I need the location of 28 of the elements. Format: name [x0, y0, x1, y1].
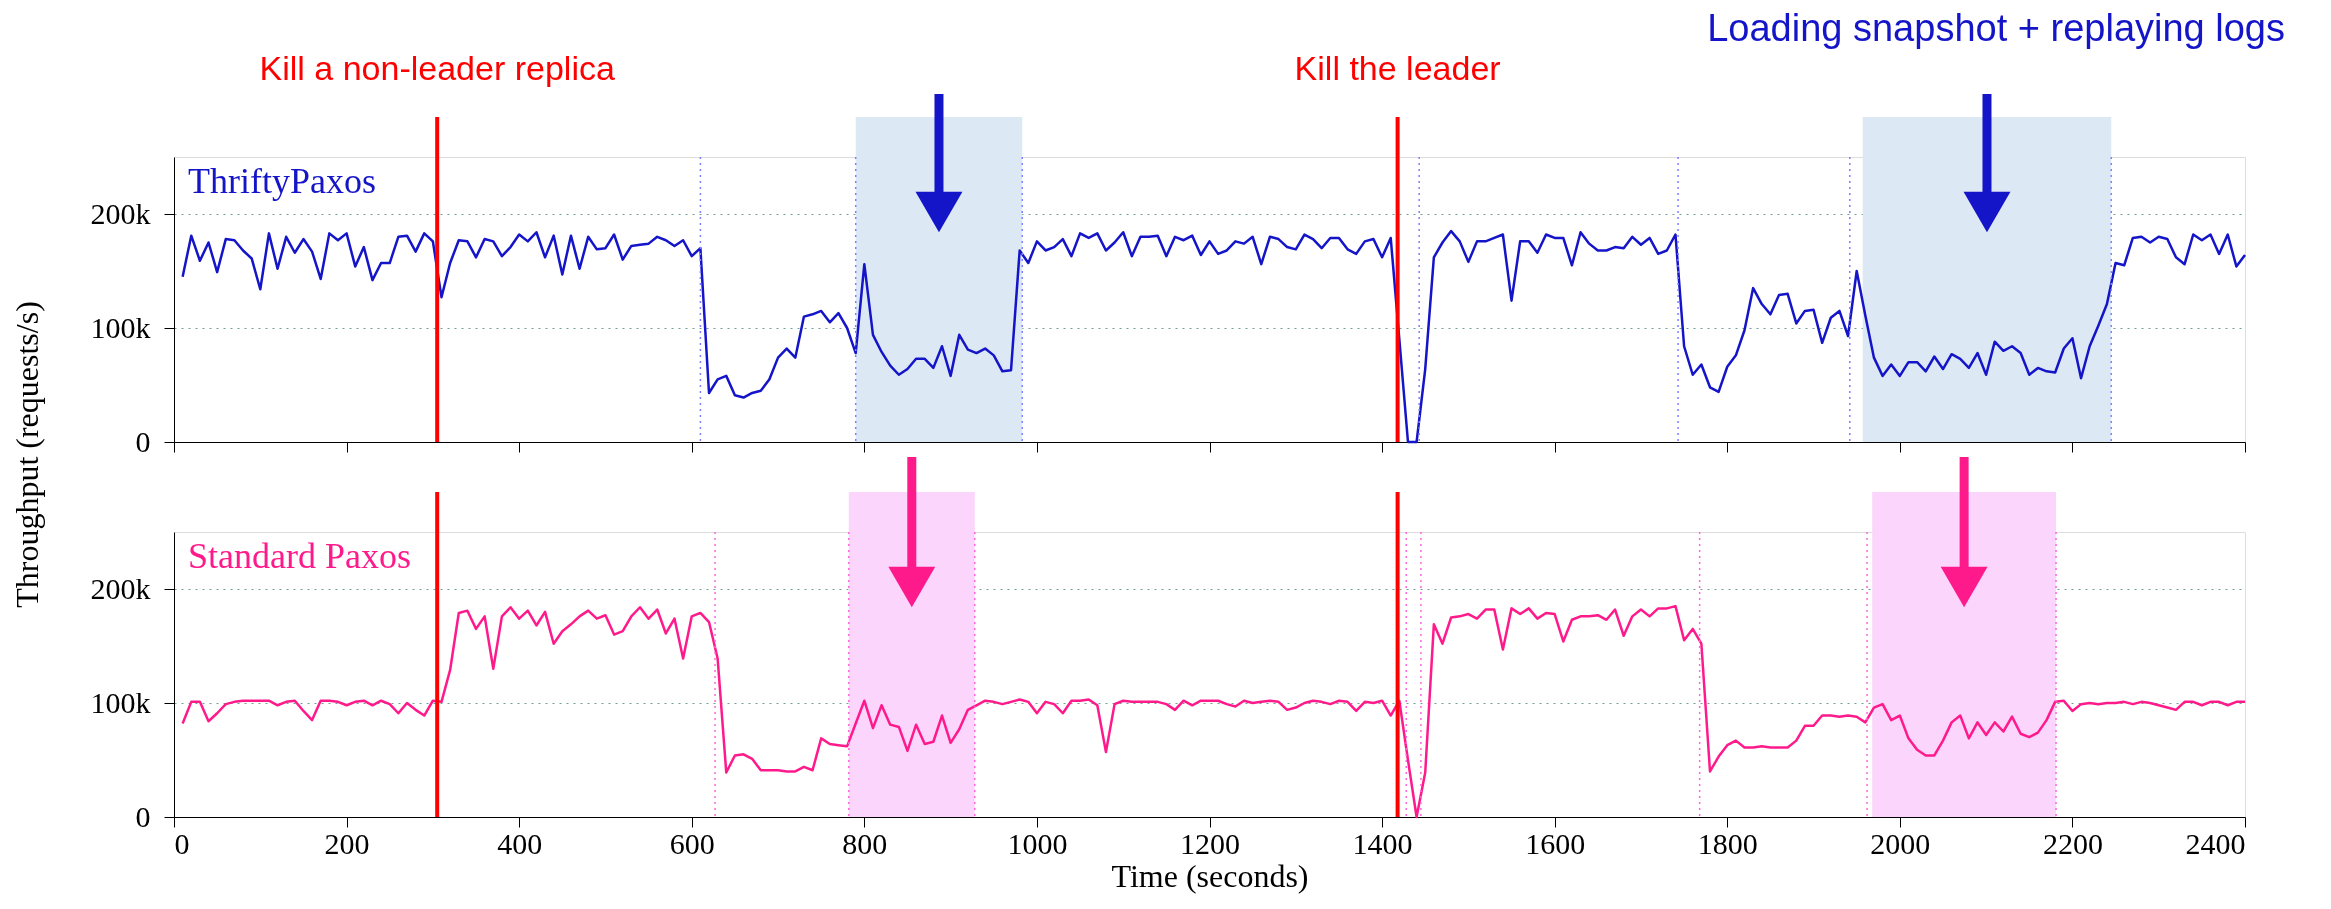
line-series: [181, 229, 2247, 444]
series-label: ThriftyPaxos: [188, 161, 376, 201]
x-tick-label: 600: [669, 826, 715, 860]
ref-line-label: Kill a non-leader replica: [259, 49, 615, 87]
x-tick-label: 800: [842, 826, 888, 860]
x-tick-label: 2400: [2185, 826, 2246, 860]
series-label: Standard Paxos: [188, 536, 411, 576]
x-tick-label: 200: [324, 826, 370, 860]
x-tick-label: 1400: [1352, 826, 1413, 860]
y-tick-label: 100k: [90, 685, 151, 719]
x-tick-label: 2000: [1870, 826, 1931, 860]
x-axis-title: Time (seconds): [1111, 857, 1309, 894]
text: Loading snapshot + replaying logs: [1707, 7, 2285, 49]
y-tick-label: 0: [135, 424, 151, 458]
x-tick-label: 1000: [1007, 826, 1068, 860]
x-tick-label: 1600: [1525, 826, 1586, 860]
x-tick-label: 0: [174, 826, 190, 860]
y-axis-title: Throughput (requests/s): [8, 301, 45, 608]
x-tick-label: 1200: [1180, 826, 1240, 860]
y-tick-label: 200k: [90, 196, 151, 230]
ref-line-label: Kill the leader: [1294, 49, 1501, 87]
y-tick-label: 200k: [90, 571, 151, 605]
x-tick-label: 400: [497, 826, 543, 860]
x-tick-label: 2200: [2042, 826, 2103, 860]
x-tick-label: 1800: [1697, 826, 1758, 860]
y-tick-label: 100k: [90, 310, 151, 344]
y-tick-label: 0: [135, 799, 151, 833]
line-series: [181, 604, 2247, 819]
